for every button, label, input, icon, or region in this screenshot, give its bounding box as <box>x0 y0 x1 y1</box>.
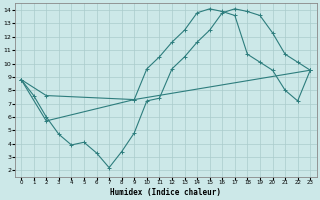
X-axis label: Humidex (Indice chaleur): Humidex (Indice chaleur) <box>110 188 221 197</box>
